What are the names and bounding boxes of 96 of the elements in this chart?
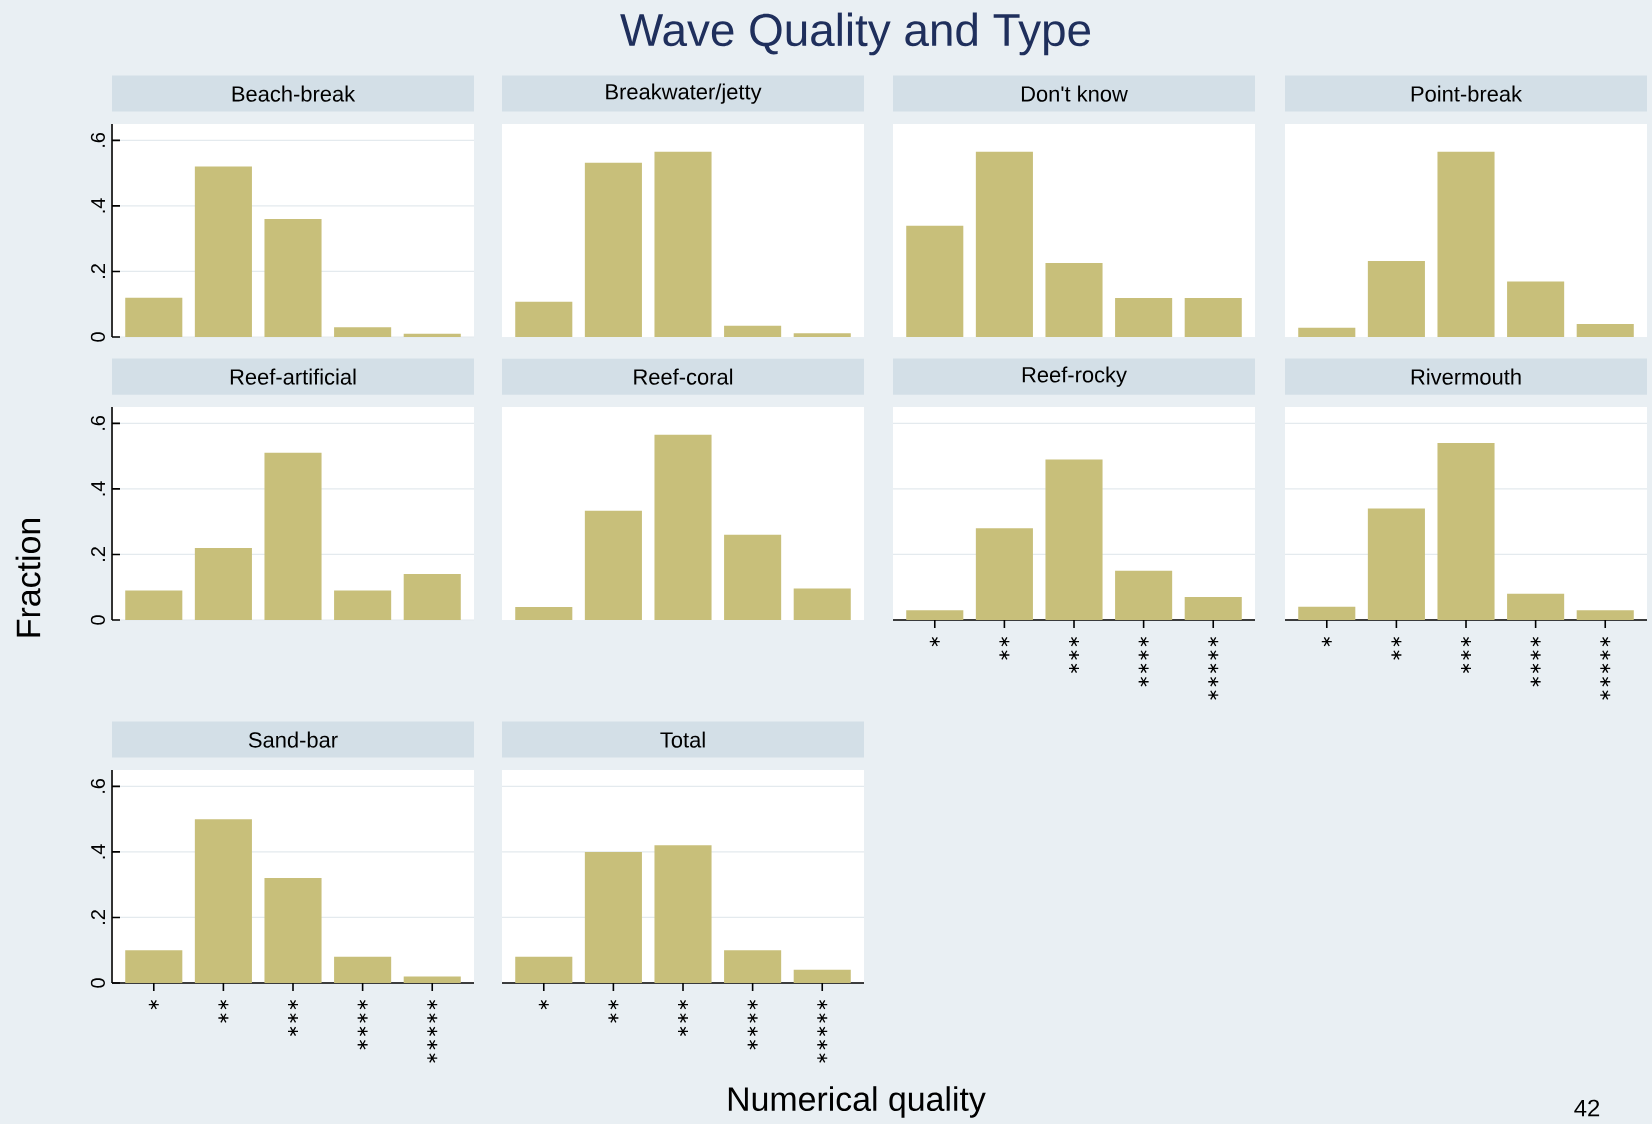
y-tick-label: .6 xyxy=(90,778,105,793)
bar xyxy=(1367,508,1425,620)
bar xyxy=(1184,297,1242,337)
y-tick-label: .4 xyxy=(91,197,105,213)
bar xyxy=(584,162,642,337)
bar xyxy=(125,590,183,620)
y-tick-label: .6 xyxy=(90,415,105,430)
chart-title: Reef-rocky xyxy=(1022,366,1127,387)
bar xyxy=(584,510,642,620)
bar xyxy=(1437,442,1495,620)
chart-title: Point-break xyxy=(1411,85,1523,102)
bar xyxy=(515,301,573,337)
x-tick-label: ∗∗ xyxy=(218,999,229,1023)
bar xyxy=(1437,151,1495,337)
x-tick-label: ∗ xyxy=(929,636,940,647)
y-tick-label: .2 xyxy=(91,546,105,561)
x-tick-label: ∗∗∗∗∗ xyxy=(427,999,438,1063)
bar xyxy=(334,326,392,337)
bar xyxy=(125,297,183,337)
bar xyxy=(264,452,322,620)
bar xyxy=(1045,262,1103,337)
bar xyxy=(654,845,712,983)
y-tick-label: .2 xyxy=(91,909,105,924)
bar xyxy=(264,218,322,337)
bar xyxy=(403,976,461,983)
y-tick-label: 0 xyxy=(90,615,105,625)
x-tick-label: ∗∗∗ xyxy=(1069,636,1080,673)
chart-title: Rivermouth xyxy=(1411,368,1521,385)
bar xyxy=(584,851,642,983)
chart-title: Sand-bar xyxy=(248,731,338,748)
x-tick-label: ∗ xyxy=(148,999,159,1010)
x-tick-label: ∗∗∗ xyxy=(1461,636,1472,673)
y-tick-label: 0 xyxy=(90,332,105,342)
bar xyxy=(1115,570,1173,620)
x-tick-label: ∗ xyxy=(538,999,549,1010)
x-tick-label: ∗∗∗∗∗ xyxy=(1600,636,1611,700)
bar xyxy=(1367,260,1425,337)
bar xyxy=(724,534,782,620)
x-tick-label: ∗∗∗∗ xyxy=(747,999,758,1050)
y-tick-label: .6 xyxy=(90,132,105,147)
bar xyxy=(975,528,1033,620)
chart-title: Beach-break xyxy=(232,85,356,102)
text: Wave Quality and Type xyxy=(620,12,1091,56)
chart-title: Don't know xyxy=(1021,85,1128,102)
bar xyxy=(403,573,461,620)
bar xyxy=(1298,606,1356,620)
bar xyxy=(515,606,573,620)
y-tick-label: .4 xyxy=(91,843,105,859)
bar xyxy=(906,225,964,337)
bar xyxy=(906,609,964,620)
y-tick-label: 0 xyxy=(90,978,105,988)
bar xyxy=(793,588,851,620)
bar xyxy=(264,877,322,983)
x-tick-label: ∗∗∗ xyxy=(288,999,299,1036)
bar xyxy=(334,956,392,983)
text: Numerical quality xyxy=(728,1086,986,1118)
x-tick-label: ∗∗∗∗∗ xyxy=(1208,636,1219,700)
bar xyxy=(1184,596,1242,620)
x-tick-label: ∗∗∗ xyxy=(678,999,689,1036)
bar xyxy=(194,547,252,620)
bar xyxy=(125,950,183,983)
text: Fraction xyxy=(15,518,41,637)
x-tick-label: ∗∗∗∗ xyxy=(1138,636,1149,687)
bar xyxy=(334,590,392,620)
bar xyxy=(515,956,573,983)
chart-title: Reef-coral xyxy=(634,368,733,385)
bar xyxy=(1507,281,1565,337)
x-tick-label: ∗∗ xyxy=(999,636,1010,660)
bar xyxy=(654,434,712,620)
x-tick-label: ∗∗ xyxy=(1391,636,1402,660)
bar xyxy=(975,151,1033,337)
chart-title: Reef-artificial xyxy=(230,368,356,385)
chart-title: Breakwater/jetty xyxy=(606,83,762,104)
chart-title: Total xyxy=(660,731,705,748)
bar xyxy=(194,166,252,337)
bar xyxy=(1115,297,1173,337)
bar xyxy=(724,950,782,983)
bar xyxy=(1298,327,1356,337)
bar xyxy=(1576,323,1634,337)
x-tick-label: ∗∗∗∗ xyxy=(357,999,368,1050)
y-tick-label: .4 xyxy=(91,480,105,496)
bar xyxy=(793,969,851,983)
bar xyxy=(654,151,712,337)
y-tick-label: .2 xyxy=(91,263,105,278)
bar xyxy=(1045,459,1103,620)
x-tick-label: ∗∗∗∗ xyxy=(1530,636,1541,687)
bar xyxy=(1507,593,1565,620)
bar xyxy=(724,325,782,337)
x-tick-label: ∗∗∗∗∗ xyxy=(817,999,828,1063)
x-tick-label: ∗∗ xyxy=(608,999,619,1023)
bar xyxy=(1576,609,1634,620)
bar xyxy=(403,333,461,337)
bar xyxy=(194,818,252,983)
text: 42 xyxy=(1574,1099,1600,1117)
bar xyxy=(793,333,851,337)
x-tick-label: ∗ xyxy=(1321,636,1332,647)
